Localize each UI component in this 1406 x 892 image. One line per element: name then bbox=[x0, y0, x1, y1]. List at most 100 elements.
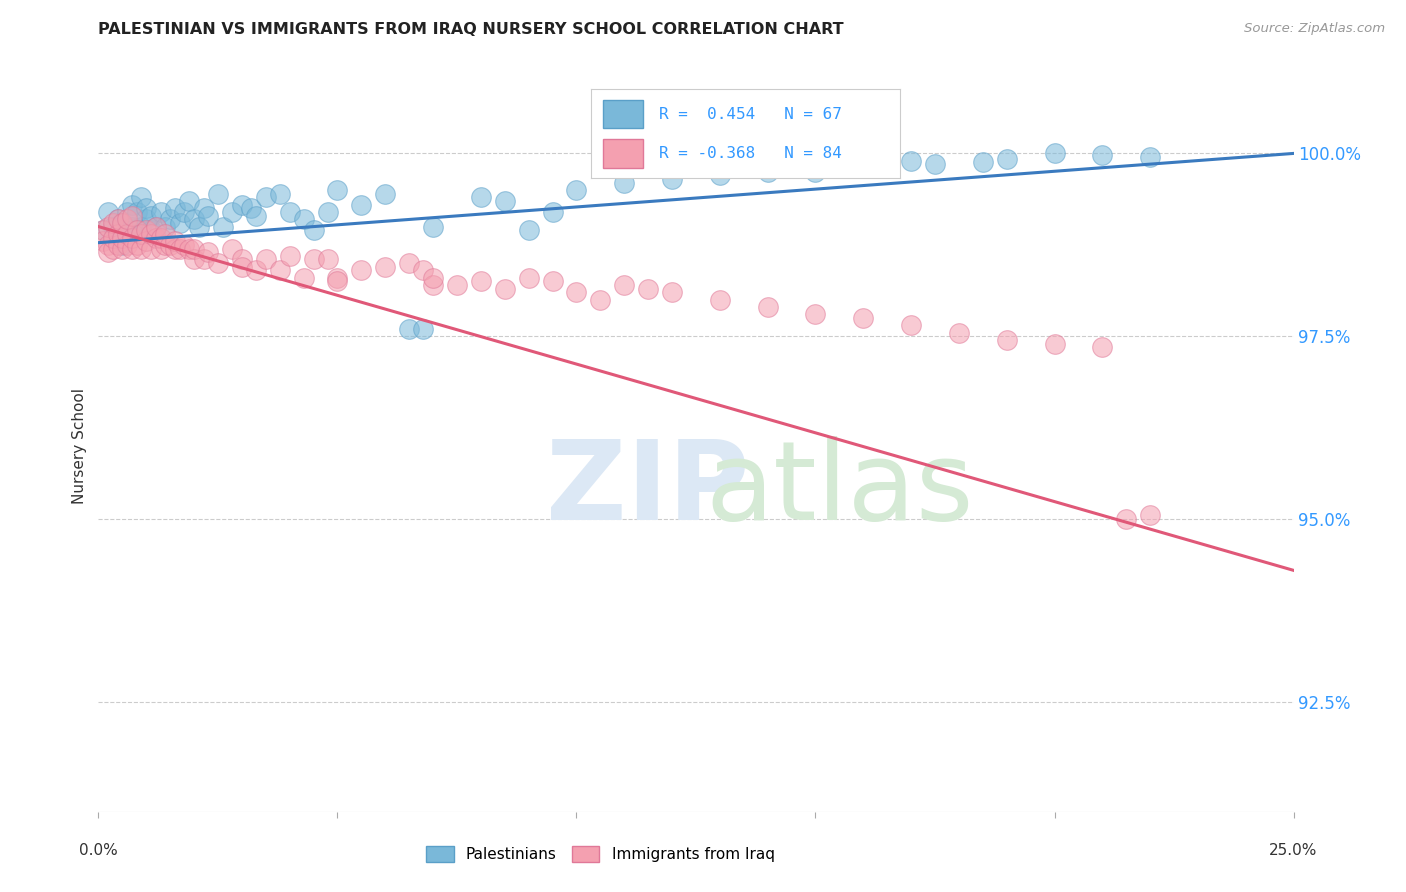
Y-axis label: Nursery School: Nursery School bbox=[72, 388, 87, 504]
Point bbox=[613, 176, 636, 190]
Point bbox=[1115, 512, 1137, 526]
Point bbox=[131, 219, 153, 234]
Point bbox=[97, 237, 120, 252]
Point bbox=[163, 242, 186, 256]
Point bbox=[149, 242, 172, 256]
Point bbox=[121, 230, 143, 244]
Point bbox=[995, 333, 1018, 347]
Point bbox=[139, 209, 162, 223]
Point bbox=[278, 249, 301, 263]
Point bbox=[155, 237, 177, 252]
Legend: Palestinians, Immigrants from Iraq: Palestinians, Immigrants from Iraq bbox=[419, 838, 782, 870]
Point bbox=[292, 212, 315, 227]
Point bbox=[470, 274, 492, 288]
Point bbox=[131, 227, 153, 241]
Point bbox=[852, 310, 875, 325]
Point bbox=[709, 293, 731, 307]
Text: 0.0%: 0.0% bbox=[79, 843, 118, 858]
Point bbox=[145, 219, 167, 234]
Point bbox=[972, 155, 994, 169]
Point bbox=[231, 260, 253, 274]
Point bbox=[637, 282, 659, 296]
Point bbox=[254, 190, 277, 204]
Point bbox=[115, 205, 138, 219]
Point bbox=[121, 242, 143, 256]
Point bbox=[107, 230, 129, 244]
Text: R =  0.454   N = 67: R = 0.454 N = 67 bbox=[658, 107, 841, 121]
Point bbox=[107, 212, 129, 227]
Point bbox=[101, 242, 124, 256]
Text: atlas: atlas bbox=[706, 436, 973, 543]
Point bbox=[121, 219, 143, 234]
Point bbox=[115, 227, 138, 241]
Point bbox=[661, 172, 683, 186]
Point bbox=[278, 205, 301, 219]
Point bbox=[163, 234, 186, 248]
Point bbox=[101, 216, 124, 230]
Point bbox=[211, 219, 233, 234]
Point bbox=[183, 252, 205, 267]
Point bbox=[326, 270, 349, 285]
Point bbox=[231, 197, 253, 211]
Point bbox=[589, 293, 612, 307]
Point bbox=[193, 252, 215, 267]
Point bbox=[804, 307, 827, 321]
Point bbox=[173, 237, 195, 252]
Point bbox=[101, 230, 124, 244]
Point bbox=[302, 223, 325, 237]
Point bbox=[852, 157, 875, 171]
Text: 25.0%: 25.0% bbox=[1270, 843, 1317, 858]
Point bbox=[494, 282, 516, 296]
Point bbox=[446, 278, 468, 293]
Point bbox=[804, 164, 827, 178]
Point bbox=[422, 278, 444, 293]
Point bbox=[900, 318, 922, 333]
Text: R = -0.368   N = 84: R = -0.368 N = 84 bbox=[658, 146, 841, 161]
Point bbox=[709, 169, 731, 183]
Point bbox=[139, 242, 162, 256]
Point bbox=[173, 205, 195, 219]
Point bbox=[231, 252, 253, 267]
Point bbox=[924, 157, 946, 171]
Point bbox=[135, 212, 157, 227]
Point bbox=[1139, 508, 1161, 523]
Point bbox=[187, 219, 209, 234]
Point bbox=[326, 274, 349, 288]
Point bbox=[149, 205, 172, 219]
Point bbox=[111, 242, 134, 256]
Text: PALESTINIAN VS IMMIGRANTS FROM IRAQ NURSERY SCHOOL CORRELATION CHART: PALESTINIAN VS IMMIGRANTS FROM IRAQ NURS… bbox=[98, 22, 844, 37]
Point bbox=[159, 237, 181, 252]
Point bbox=[1043, 336, 1066, 351]
Point bbox=[111, 230, 134, 244]
Point bbox=[350, 263, 373, 277]
Point bbox=[240, 201, 263, 215]
Point bbox=[155, 219, 177, 234]
Point bbox=[207, 256, 229, 270]
Point bbox=[135, 234, 157, 248]
Point bbox=[292, 270, 315, 285]
Point bbox=[316, 252, 339, 267]
Point bbox=[169, 216, 191, 230]
Text: Source: ZipAtlas.com: Source: ZipAtlas.com bbox=[1244, 22, 1385, 36]
Point bbox=[398, 322, 420, 336]
Point bbox=[374, 186, 396, 201]
Point bbox=[145, 230, 167, 244]
Point bbox=[995, 153, 1018, 167]
Point bbox=[97, 219, 120, 234]
Point bbox=[756, 300, 779, 314]
Point bbox=[1043, 146, 1066, 161]
Point bbox=[107, 227, 129, 241]
Point bbox=[494, 194, 516, 208]
Point bbox=[1139, 150, 1161, 164]
Point bbox=[374, 260, 396, 274]
Point bbox=[125, 223, 148, 237]
Point bbox=[163, 201, 186, 215]
Point bbox=[197, 245, 219, 260]
Point bbox=[145, 219, 167, 234]
Point bbox=[111, 216, 134, 230]
Point bbox=[115, 237, 138, 252]
Point bbox=[316, 205, 339, 219]
Point bbox=[1091, 148, 1114, 162]
Point bbox=[111, 237, 134, 252]
Point bbox=[269, 186, 291, 201]
